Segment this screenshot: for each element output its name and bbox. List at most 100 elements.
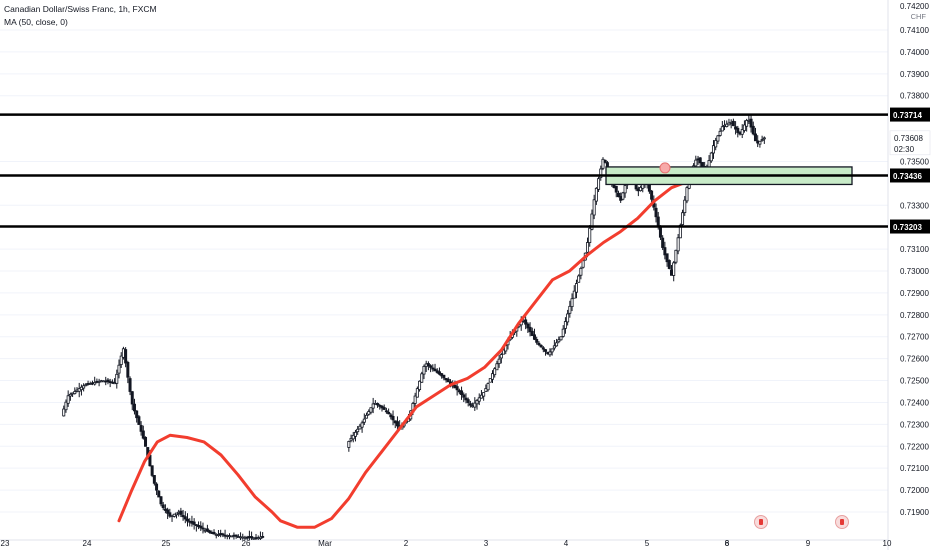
candle-body (62, 408, 66, 417)
time-tick-label: 2 (404, 539, 409, 548)
candle-body (117, 364, 121, 374)
candle-body (579, 267, 583, 276)
candle-body (616, 192, 620, 198)
candle-body (698, 157, 702, 164)
candle-body (678, 224, 682, 239)
level-price-tag (890, 107, 930, 122)
price-tick-label: 0.72300 (900, 420, 929, 429)
candle-body (360, 422, 364, 428)
candle-body (586, 242, 590, 253)
candle-body (674, 249, 678, 263)
candle-body (658, 226, 662, 238)
candle-body (720, 126, 724, 132)
candle-body (466, 399, 470, 403)
candle-body (685, 187, 689, 202)
ma-line[interactable] (117, 179, 690, 529)
time-tick-label: 8 (725, 539, 730, 548)
candle-body (159, 496, 163, 505)
candle-body (588, 227, 592, 243)
candle-body (422, 366, 426, 375)
candle-body (141, 430, 145, 439)
candle-body (745, 120, 749, 127)
candle-body (709, 152, 713, 162)
candle-body (353, 431, 357, 437)
candle-body (181, 515, 185, 518)
candle-body (718, 130, 722, 136)
event-marker[interactable] (659, 162, 671, 174)
price-tick-label: 0.74000 (900, 48, 929, 57)
price-tick-label: 0.72200 (900, 442, 929, 451)
candle-body (186, 518, 190, 522)
candle-body (132, 403, 136, 412)
time-tick-label: 6 (725, 539, 730, 548)
candle-body (433, 368, 437, 372)
candle-body (139, 425, 143, 432)
candle-body (152, 475, 156, 484)
candle-body (736, 127, 740, 133)
indicator-title[interactable]: MA (50, close, 0) (4, 17, 68, 27)
canada-flag-icon[interactable] (754, 515, 768, 529)
current-price-tag (889, 130, 931, 156)
candle-body (663, 247, 667, 256)
candle-body (442, 374, 446, 379)
candle-body (115, 373, 119, 384)
candle-body (544, 349, 548, 352)
level-price-label: 0.73436 (893, 172, 922, 181)
price-tick-label: 0.73300 (900, 201, 929, 210)
candle-body (371, 403, 375, 409)
canada-flag-icon[interactable] (835, 515, 849, 529)
price-tick-label: 0.73500 (900, 157, 929, 166)
candle-body (64, 401, 68, 411)
symbol-title[interactable]: Canadian Dollar/Swiss Franc, 1h, FXCM (4, 4, 157, 14)
candle-body (221, 533, 225, 536)
price-tick-label: 0.73800 (900, 92, 929, 101)
candle-body (126, 361, 130, 378)
price-tick-label: 0.72700 (900, 333, 929, 342)
candle-body (462, 394, 466, 398)
candle-body (349, 437, 353, 441)
candle-body (369, 407, 373, 413)
candle-body (497, 358, 501, 365)
candle-body (144, 436, 148, 447)
candle-body (446, 378, 450, 383)
candle-body (572, 290, 576, 299)
candle-body (437, 371, 441, 375)
candle-body (460, 390, 464, 395)
candle-body (161, 504, 165, 509)
level-price-label: 0.73714 (893, 111, 922, 120)
candle-body (234, 534, 238, 537)
price-tick-label: 0.72800 (900, 311, 929, 320)
time-tick-label: Mar (318, 539, 332, 548)
candle-body (73, 391, 77, 395)
candle-body (614, 185, 618, 193)
price-tick-label: 0.73000 (900, 267, 929, 276)
candle-body (426, 363, 430, 367)
candle-body (762, 137, 766, 140)
time-tick-label: 5 (645, 539, 650, 548)
candle-body (681, 212, 685, 225)
candle-body (577, 275, 581, 283)
candle-body (155, 483, 159, 491)
candle-body (201, 527, 205, 530)
candle-body (475, 400, 479, 405)
candle-body (351, 434, 355, 440)
candle-body (550, 348, 554, 353)
candle-body (384, 410, 388, 413)
candle-body (413, 395, 417, 404)
candle-body (590, 213, 594, 230)
candle-body (541, 347, 545, 350)
candle-body (482, 392, 486, 397)
candle-body (530, 330, 534, 336)
candle-body (455, 386, 459, 391)
candle-body (535, 339, 539, 343)
candle-body (623, 185, 627, 194)
candle-body (552, 345, 556, 349)
candle-body (716, 135, 720, 142)
time-tick-label: 23 (1, 539, 10, 548)
price-tick-label: 0.72900 (900, 289, 929, 298)
currency-label: CHF (910, 12, 926, 21)
candle-body (683, 199, 687, 214)
candle-body (493, 368, 497, 376)
price-tick-label: 0.72500 (900, 377, 929, 386)
